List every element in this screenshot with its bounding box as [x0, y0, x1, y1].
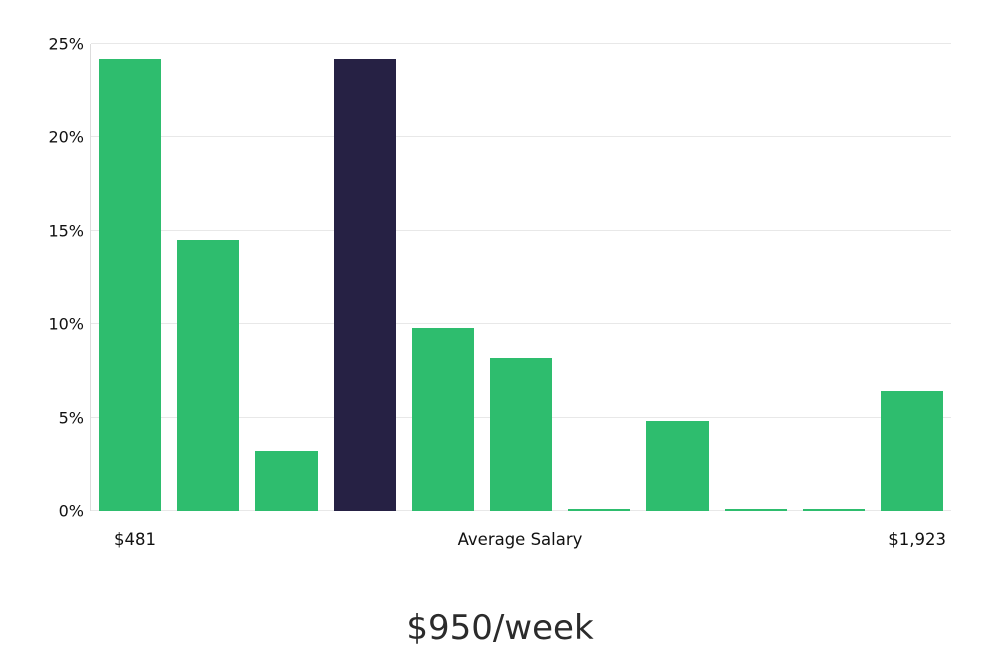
bar — [646, 421, 709, 511]
x-axis-min-label: $481 — [114, 530, 156, 549]
x-axis-title: Average Salary — [457, 530, 583, 549]
x-axis-max-label: $1,923 — [888, 530, 946, 549]
bar — [255, 451, 318, 511]
bar — [489, 357, 553, 511]
y-tick-label: 25% — [48, 34, 84, 54]
y-tick-label: 10% — [48, 314, 84, 334]
highlighted-bar — [333, 58, 396, 511]
y-tick-label: 20% — [48, 127, 84, 147]
y-axis: 0% 5% 10% 15% 20% 25% — [0, 35, 84, 521]
average-salary-caption: $950/week — [406, 608, 594, 648]
bars — [91, 44, 951, 511]
x-axis: $481 Average Salary $1,923 — [90, 530, 950, 556]
bar — [177, 240, 240, 511]
bar — [880, 391, 944, 511]
bar — [802, 509, 865, 511]
bar — [724, 509, 787, 511]
gridline — [91, 323, 951, 325]
gridline — [91, 43, 951, 44]
y-tick-label: 15% — [48, 221, 84, 241]
y-tick-label: 5% — [58, 408, 84, 428]
bar — [411, 327, 474, 511]
gridline — [91, 229, 951, 231]
gridline — [91, 136, 951, 138]
plot-area — [90, 43, 951, 511]
bar — [99, 58, 162, 511]
bar — [568, 509, 631, 511]
y-tick-label: 0% — [58, 501, 84, 521]
salary-histogram: 0% 5% 10% 15% 20% 25% $481 Average Salary $1,… — [0, 35, 951, 556]
